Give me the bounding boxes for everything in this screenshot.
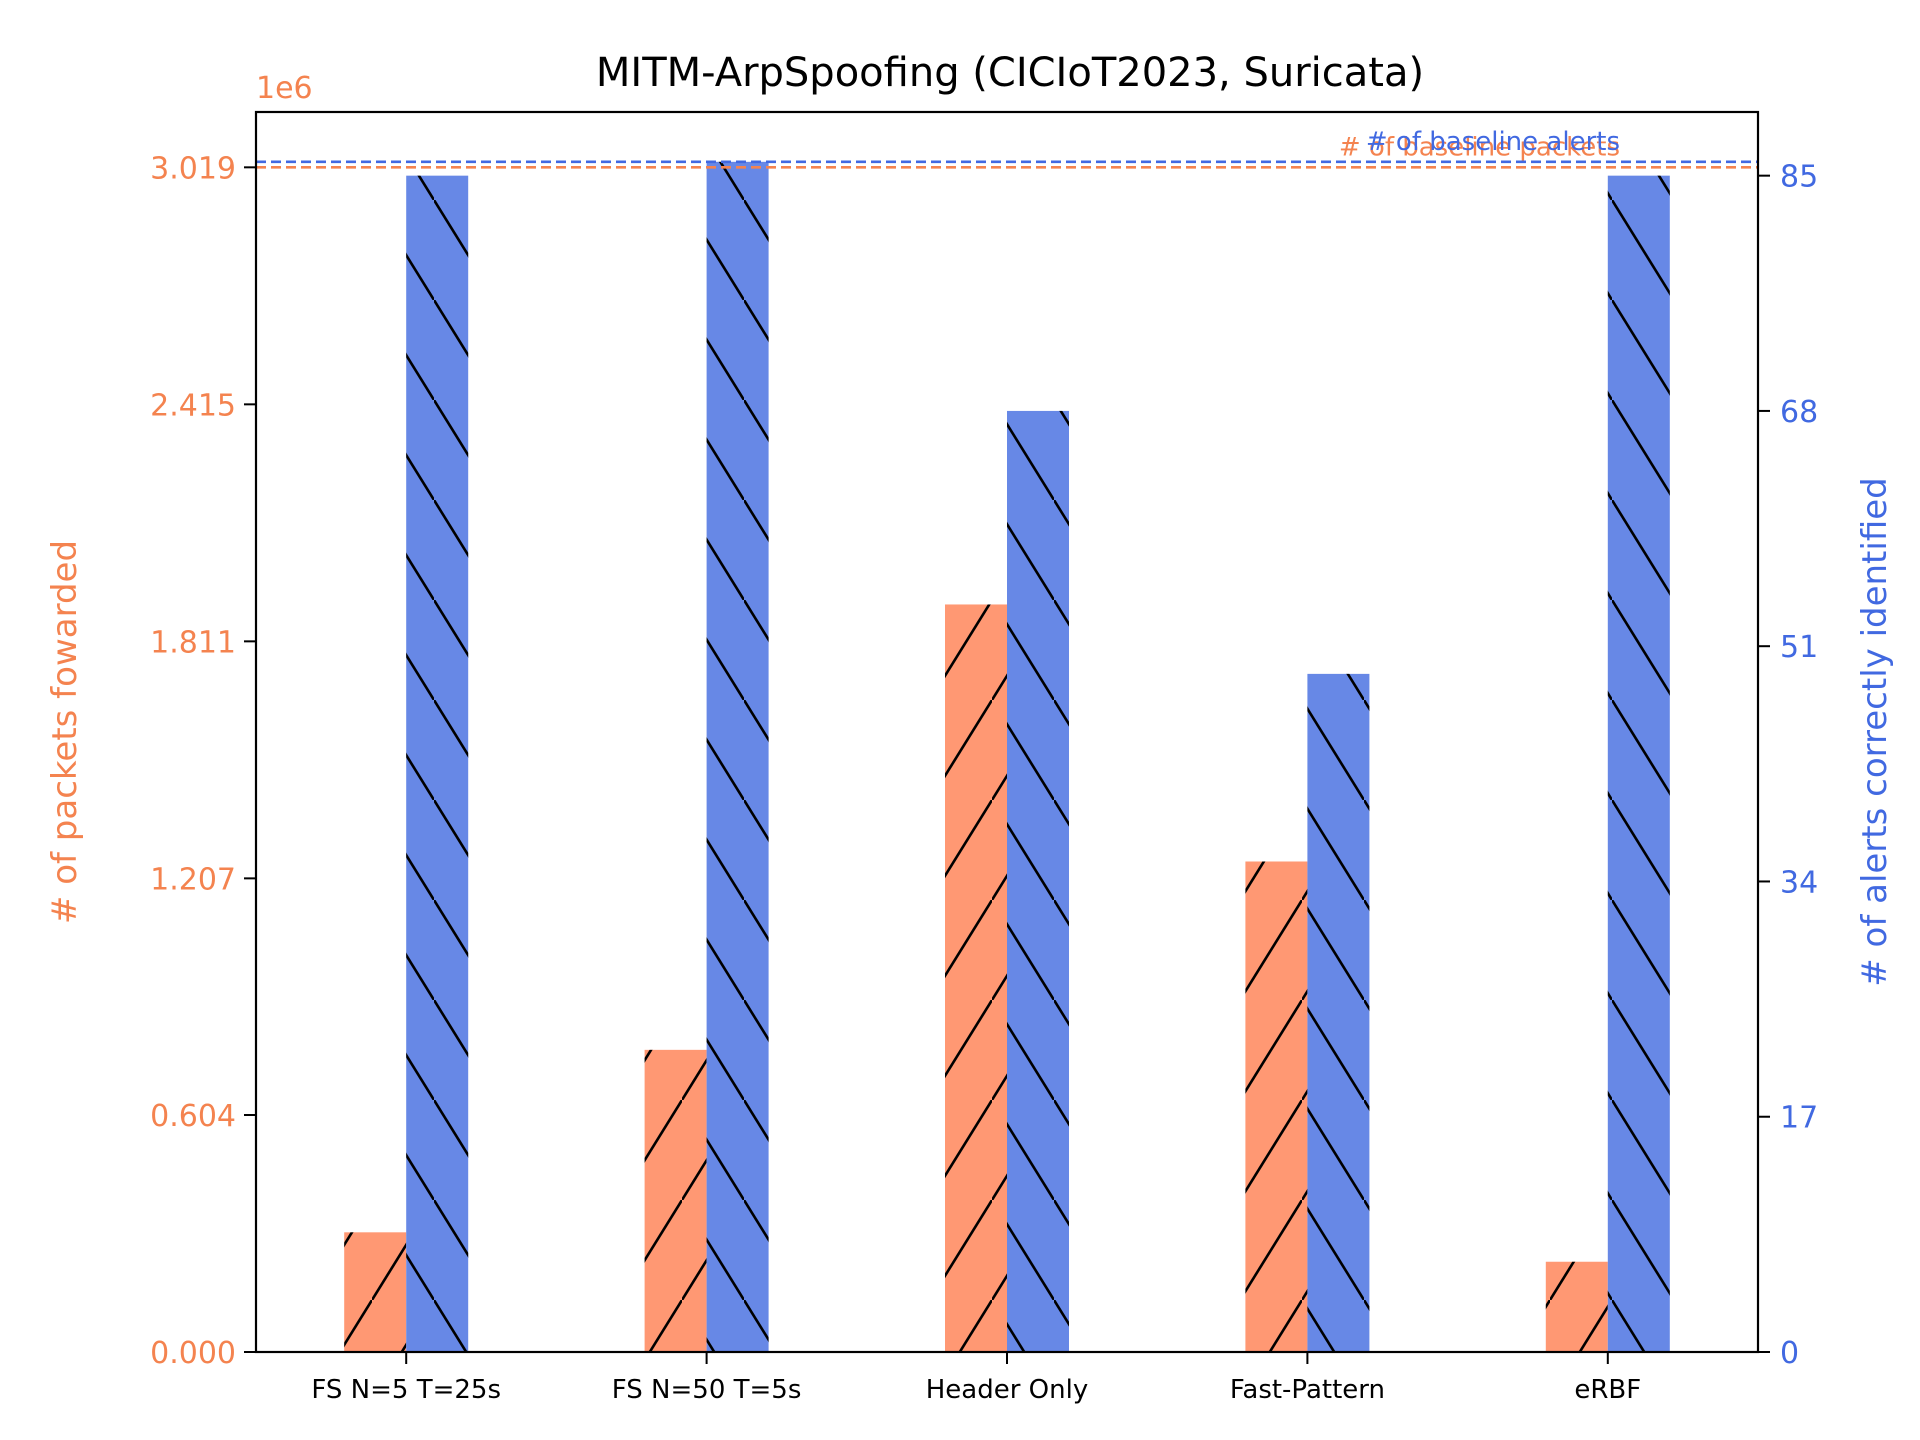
alerts-bar-hatch: [1007, 410, 1069, 1352]
x-tick-label: Fast-Pattern: [1230, 1375, 1385, 1405]
left-tick-label: 2.415: [150, 388, 236, 423]
bars: [344, 161, 1670, 1353]
x-tick-label: eRBF: [1574, 1375, 1641, 1405]
alerts-bar-hatch: [706, 161, 769, 1353]
baseline-packets-label: # of baseline packets: [1339, 132, 1620, 162]
x-tick-label: FS N=5 T=25s: [311, 1375, 501, 1405]
left-tick-label: 0.604: [150, 1099, 236, 1134]
left-tick-label: 3.019: [150, 151, 236, 186]
x-tick-label: Header Only: [926, 1375, 1089, 1405]
packets-bar-hatch: [644, 1049, 707, 1352]
right-axis-ticks: 0 17 34 51 68 85: [1758, 160, 1818, 1371]
alerts-bar-hatch: [406, 175, 469, 1352]
right-tick-label: 68: [1780, 395, 1818, 430]
left-tick-label: 1.811: [150, 625, 236, 660]
reference-lines: # of baseline packets# of baseline alert…: [256, 127, 1758, 169]
baseline-alerts-label: # of baseline alerts: [1366, 127, 1620, 157]
right-axis-label: # of alerts correctly identified: [1855, 477, 1895, 987]
left-axis-multiplier: 1e6: [256, 71, 313, 106]
right-tick-label: 0: [1780, 1336, 1799, 1371]
x-axis-ticks: FS N=5 T=25s FS N=50 T=5s Header Only Fast-…: [311, 1352, 1641, 1405]
chart-title: MITM-ArpSpoofing (CICIoT2023, Suricata): [596, 50, 1424, 96]
right-tick-label: 17: [1780, 1101, 1818, 1136]
right-tick-label: 51: [1780, 630, 1818, 665]
left-axis-label: # of packets fowarded: [45, 540, 85, 924]
left-tick-label: 1.207: [150, 862, 236, 897]
alerts-bar-hatch: [1307, 673, 1370, 1352]
packets-bar-hatch: [1245, 861, 1308, 1352]
packets-bar-hatch: [945, 604, 1007, 1352]
packets-bar-hatch: [344, 1232, 407, 1352]
right-tick-label: 34: [1780, 865, 1818, 900]
alerts-bar-hatch: [1607, 175, 1670, 1352]
right-tick-label: 85: [1780, 160, 1818, 195]
x-tick-label: FS N=50 T=5s: [612, 1375, 802, 1405]
left-axis-ticks: 0.000 0.604 1.207 1.811 2.415 3.019: [150, 151, 256, 1371]
left-tick-label: 0.000: [150, 1336, 236, 1371]
packets-bar-hatch: [1545, 1261, 1608, 1352]
